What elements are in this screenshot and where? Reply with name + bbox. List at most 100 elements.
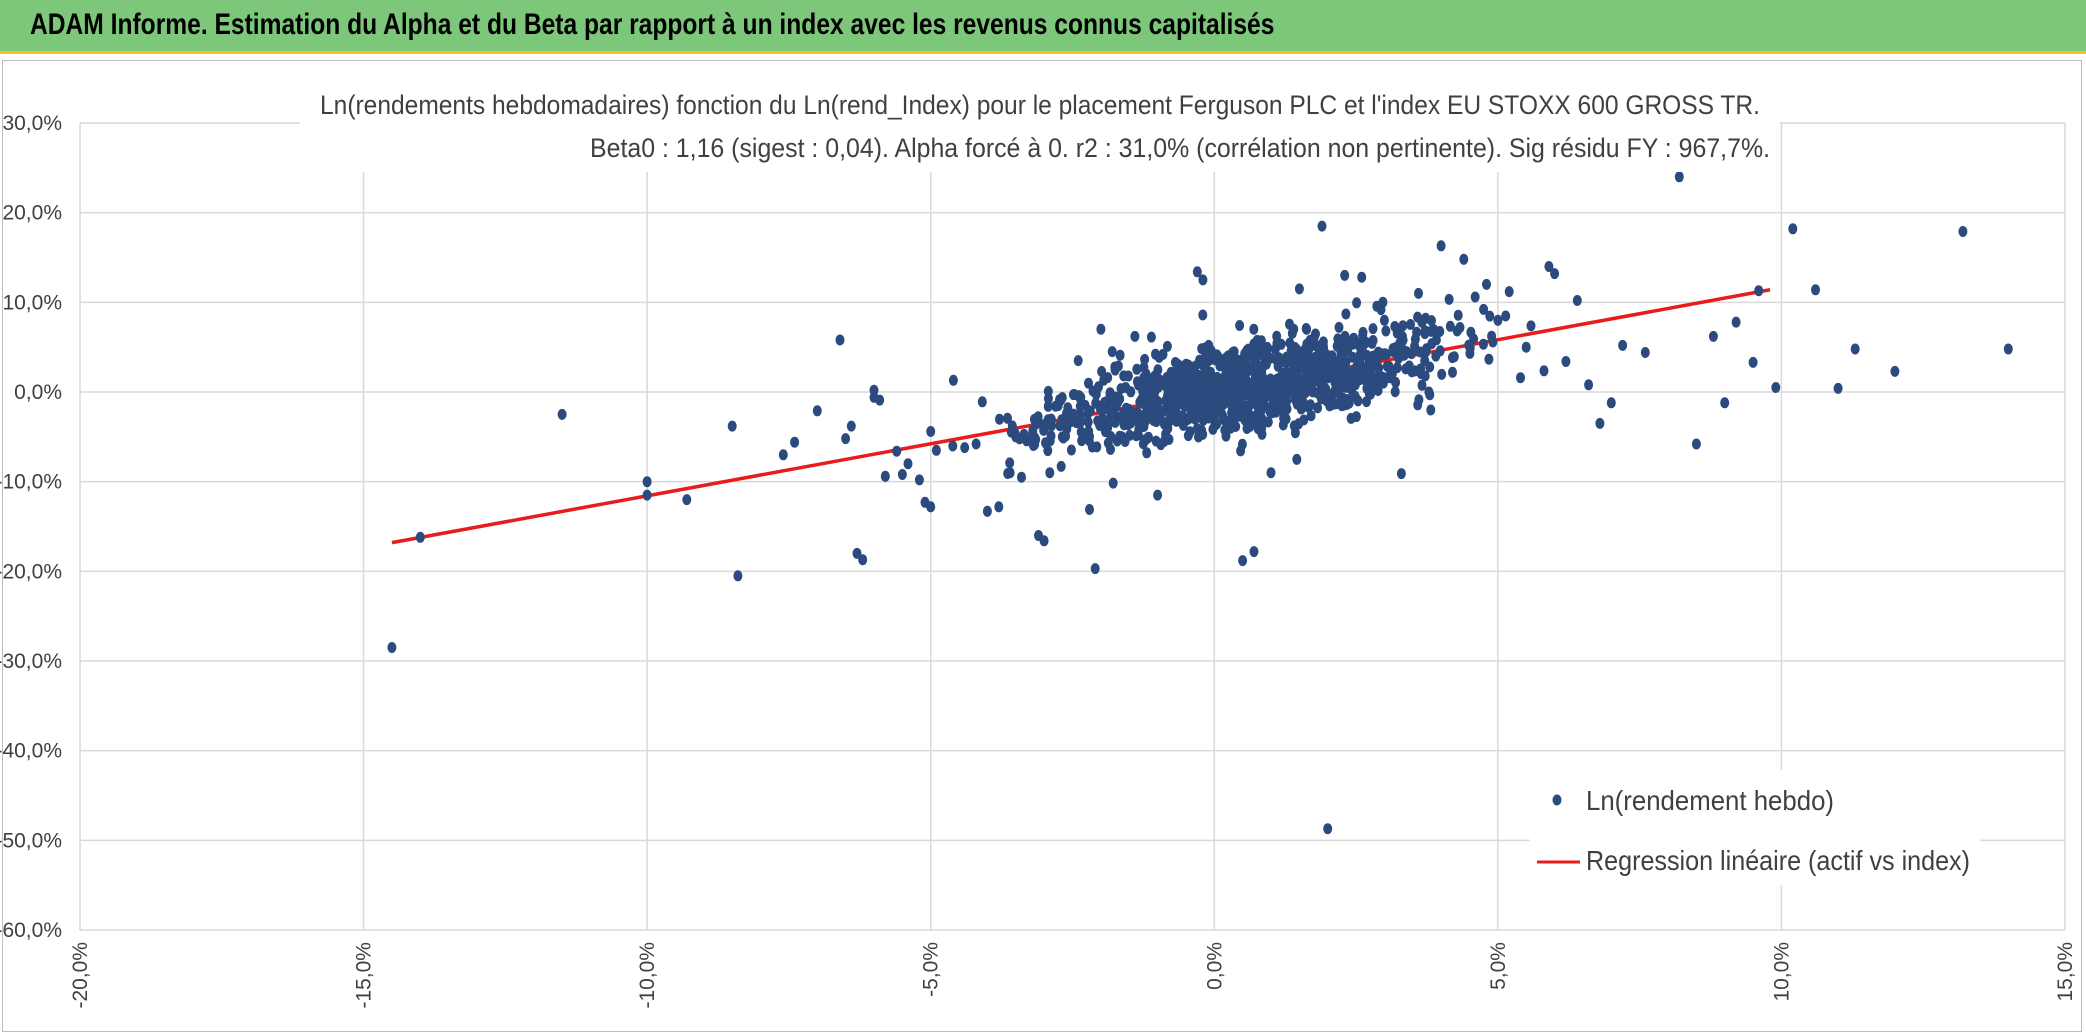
data-point	[1308, 364, 1318, 376]
data-point	[1111, 392, 1121, 404]
data-point	[1414, 287, 1423, 299]
data-point	[1198, 309, 1208, 321]
data-point	[1064, 416, 1074, 428]
data-point	[1561, 356, 1571, 367]
data-point	[1056, 460, 1066, 472]
y-tick-label: -30,0%	[0, 650, 62, 673]
data-point	[1180, 371, 1190, 383]
x-tick-label: 10,0%	[1770, 942, 1793, 1002]
data-point	[1550, 268, 1560, 280]
legend-marker-scatter	[1552, 794, 1562, 806]
data-point	[1459, 253, 1469, 265]
data-point	[1833, 382, 1843, 394]
data-point	[1368, 335, 1378, 346]
data-point	[1453, 309, 1463, 321]
data-point	[1132, 363, 1142, 375]
data-point	[1720, 397, 1730, 409]
chart-subtitle: Beta0 : 1,16 (sigest : 0,04). Alpha forc…	[590, 133, 1770, 163]
data-point	[1771, 382, 1781, 393]
data-point	[1017, 471, 1026, 483]
data-point	[1318, 380, 1328, 392]
data-point	[1153, 489, 1163, 501]
data-point	[1075, 400, 1085, 412]
data-point	[1083, 408, 1093, 419]
y-tick-label: 10,0%	[2, 291, 62, 314]
data-point	[1192, 266, 1202, 278]
data-point	[1323, 823, 1333, 835]
data-point	[1394, 352, 1403, 364]
data-point	[1153, 396, 1163, 408]
data-point	[1754, 285, 1764, 297]
data-point	[1011, 431, 1021, 443]
data-point	[1539, 365, 1549, 377]
data-point	[1007, 420, 1017, 432]
data-point	[1068, 389, 1078, 401]
data-point	[1130, 330, 1140, 342]
data-point	[1302, 338, 1312, 350]
data-point	[1390, 386, 1400, 398]
data-point	[812, 405, 822, 417]
x-axis-ticks: -20,0% -15,0% -10,0% -5,0% 0,0% 5,0% 10,0% 15,0…	[69, 942, 2077, 1009]
data-point	[1850, 343, 1860, 355]
x-tick-label: 0,0%	[1203, 942, 1226, 990]
data-point	[1134, 423, 1144, 435]
data-point	[995, 413, 1004, 425]
data-point	[1413, 399, 1423, 411]
data-point	[1109, 407, 1119, 418]
data-point	[1445, 320, 1455, 332]
data-point	[1094, 417, 1104, 429]
data-point	[1811, 284, 1820, 296]
data-point	[948, 374, 958, 386]
data-point	[1075, 412, 1085, 424]
data-point	[1958, 226, 1968, 237]
data-point	[1077, 435, 1087, 447]
data-point	[1043, 400, 1053, 412]
x-tick-label: -20,0%	[69, 942, 92, 1009]
data-point	[1178, 419, 1188, 431]
data-point	[1045, 435, 1055, 447]
data-point	[1256, 405, 1266, 417]
data-point	[557, 408, 567, 420]
data-point	[1329, 398, 1338, 410]
data-point	[1252, 334, 1262, 346]
data-point	[1162, 340, 1172, 352]
data-point	[1158, 405, 1168, 417]
data-point	[1119, 419, 1129, 431]
data-point	[1748, 356, 1758, 368]
data-point	[1313, 402, 1323, 414]
data-point	[1143, 408, 1153, 420]
data-point	[1382, 360, 1392, 372]
data-point	[858, 554, 868, 566]
data-point	[778, 449, 788, 461]
data-point	[1437, 368, 1447, 380]
data-point	[1478, 338, 1488, 350]
data-point	[1334, 387, 1344, 399]
data-point	[1328, 366, 1338, 378]
data-point	[1355, 355, 1365, 367]
data-point	[841, 433, 851, 445]
x-tick-label: -10,0%	[636, 942, 659, 1009]
data-point	[1372, 373, 1382, 384]
data-point	[1289, 323, 1299, 335]
data-point	[727, 420, 737, 432]
data-point	[1352, 297, 1362, 309]
legend-label-scatter: Ln(rendement hebdo)	[1586, 785, 1834, 816]
data-point	[1350, 390, 1360, 402]
data-point	[1029, 413, 1039, 425]
data-point	[642, 489, 652, 501]
data-point	[1362, 383, 1372, 394]
data-point	[1420, 355, 1430, 367]
data-point	[1351, 411, 1361, 423]
data-point	[1063, 402, 1073, 414]
data-point	[1488, 336, 1498, 348]
data-point	[994, 501, 1004, 513]
data-point	[1234, 368, 1244, 380]
data-point	[1435, 326, 1445, 337]
data-point	[926, 426, 936, 437]
data-point	[1526, 320, 1536, 332]
data-point	[1358, 340, 1368, 352]
data-point	[1390, 321, 1400, 332]
points-layer	[387, 171, 2013, 835]
data-point	[931, 444, 941, 456]
y-tick-label: -20,0%	[0, 560, 62, 583]
